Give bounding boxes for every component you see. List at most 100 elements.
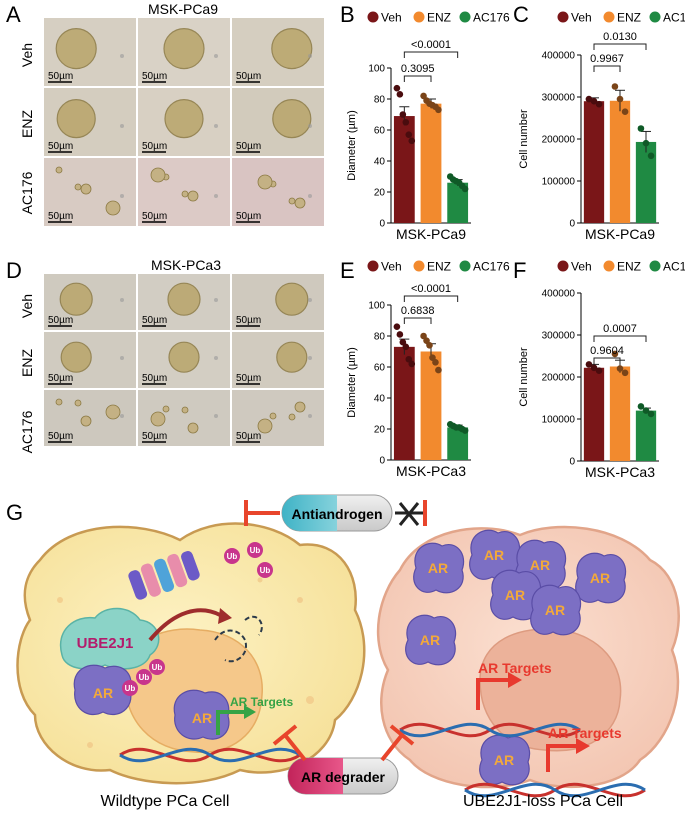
scale-label: 50µm [142, 71, 167, 82]
legend-swatch [603, 260, 615, 272]
y-tick-label: 100 [368, 64, 385, 75]
micrograph-image: 50µm [232, 332, 324, 388]
organoid [168, 341, 200, 373]
p-value-label: 0.9967 [590, 53, 624, 65]
panel-a-title: MSK-PCa9 [148, 1, 218, 17]
ar-protein [173, 689, 230, 740]
legend-label: ENZ [427, 11, 451, 25]
scale-label: 50µm [236, 431, 261, 442]
legend-swatch [649, 260, 661, 272]
panel-b: B Veh ENZ AC176 0 20 40 60 80 100 Diameter (µm) MS… [340, 2, 510, 242]
data-point [435, 106, 442, 114]
y-tick-label: 400000 [542, 289, 576, 300]
panel-f: F Veh ENZ AC176 0 100000 200000 300000 400000 Ce… [513, 258, 685, 480]
scale-label: 50µm [48, 373, 73, 384]
x-axis-label: MSK-PCa9 [396, 226, 466, 242]
y-axis-label: Diameter (µm) [346, 110, 358, 181]
y-tick-label: 60 [374, 363, 386, 374]
panel-letter-d: D [6, 258, 22, 283]
organoid [60, 341, 92, 373]
legend-swatch [367, 11, 379, 23]
data-point [432, 359, 439, 366]
legend-swatch [413, 11, 425, 23]
y-tick-label: 80 [374, 95, 386, 106]
ar-label: AR [192, 710, 212, 726]
chart-legend: Veh ENZ AC176 [557, 260, 685, 274]
ube2j1-label: UBE2J1 [77, 635, 134, 652]
organoid [105, 404, 121, 420]
panel-e: E Veh ENZ AC176 0 20 40 60 80 100 Diameter (µm) MS… [340, 258, 510, 479]
micrograph-image: 50µm [138, 332, 230, 388]
organoid [167, 282, 201, 316]
scale-label: 50µm [48, 141, 73, 152]
ar-label: AR [420, 632, 440, 648]
x-axis-label: MSK-PCa3 [585, 464, 655, 480]
scale-label: 50µm [236, 71, 261, 82]
legend-label: ENZ [617, 11, 641, 25]
row-label-veh: Veh [19, 294, 35, 318]
scale-label: 50µm [48, 431, 73, 442]
organoid [55, 398, 63, 406]
scale-label: 50µm [236, 211, 261, 222]
bar-ac176 [635, 141, 657, 223]
dna-strand [399, 722, 581, 738]
arrow-head [218, 608, 232, 624]
chart-e: Veh ENZ AC176 0 20 40 60 80 100 Diameter (µm) MSK-… [346, 260, 510, 480]
y-tick-label: 300000 [542, 93, 576, 104]
organoid [55, 166, 63, 174]
ube2j1-loss-cell: AR AR AR AR AR AR AR AR AR Targets AR Targets U… [376, 525, 680, 810]
row-label-veh: Veh [19, 43, 35, 67]
panel-letter-f: F [513, 258, 526, 283]
micrograph-grid-a: 50µm 50µm 50µm 50µm 50µm 50µm 50µm 50µm 50µm [44, 18, 324, 226]
chart-c: Veh ENZ AC176 0 100000 200000 300000 400000 Cell… [518, 11, 685, 243]
p-value-label: 0.6838 [401, 305, 435, 317]
loss-cell-label: UBE2J1-loss PCa Cell [463, 793, 623, 810]
data-point [616, 95, 624, 103]
transcription-arrow [546, 744, 578, 772]
data-point [461, 427, 469, 434]
organoid [257, 418, 273, 434]
panel-letter-b: B [340, 2, 355, 27]
organoid [272, 98, 312, 139]
degradation-arrow [148, 608, 221, 642]
data-point [647, 410, 655, 418]
organoid [294, 401, 306, 413]
scale-label: 50µm [236, 373, 261, 384]
data-point [595, 100, 603, 108]
blocked-inhibit-loss [395, 500, 427, 526]
micrograph-image: 50µm [138, 18, 230, 86]
ar-targets-label: AR Targets [230, 695, 293, 709]
organoid [164, 98, 204, 139]
panel-letter-g: G [6, 500, 23, 525]
transcription-arrow [216, 710, 245, 735]
micrograph-image: 50µm [232, 390, 324, 446]
significance-bracket [593, 43, 647, 50]
ub-label: Ub [152, 663, 163, 672]
scale-label: 50µm [236, 315, 261, 326]
organoid [74, 183, 82, 191]
ub-label: Ub [125, 684, 136, 693]
panel-letter-a: A [6, 2, 21, 27]
organoid [55, 27, 97, 70]
ar-degrader-label: AR degrader [301, 769, 386, 785]
micrograph-image: 50µm [44, 332, 136, 388]
legend-swatch [603, 11, 615, 23]
ar-label: AR [590, 570, 610, 586]
ub-label: Ub [260, 566, 271, 575]
bar-enz [609, 100, 631, 223]
ub-label: Ub [250, 546, 261, 555]
p-value-label: 0.0007 [603, 323, 637, 335]
organoid [181, 406, 189, 414]
bar-ac176 [635, 410, 657, 461]
y-tick-label: 300000 [542, 331, 576, 342]
significance-bracket [593, 357, 621, 364]
data-point [621, 108, 629, 115]
organoid [74, 399, 82, 407]
inhibit-degrader [272, 724, 415, 762]
bar-enz [420, 351, 442, 460]
bar-enz [420, 103, 442, 223]
legend-swatch [557, 11, 569, 23]
data-point [590, 97, 598, 105]
micrograph-image: 50µm [232, 18, 324, 86]
